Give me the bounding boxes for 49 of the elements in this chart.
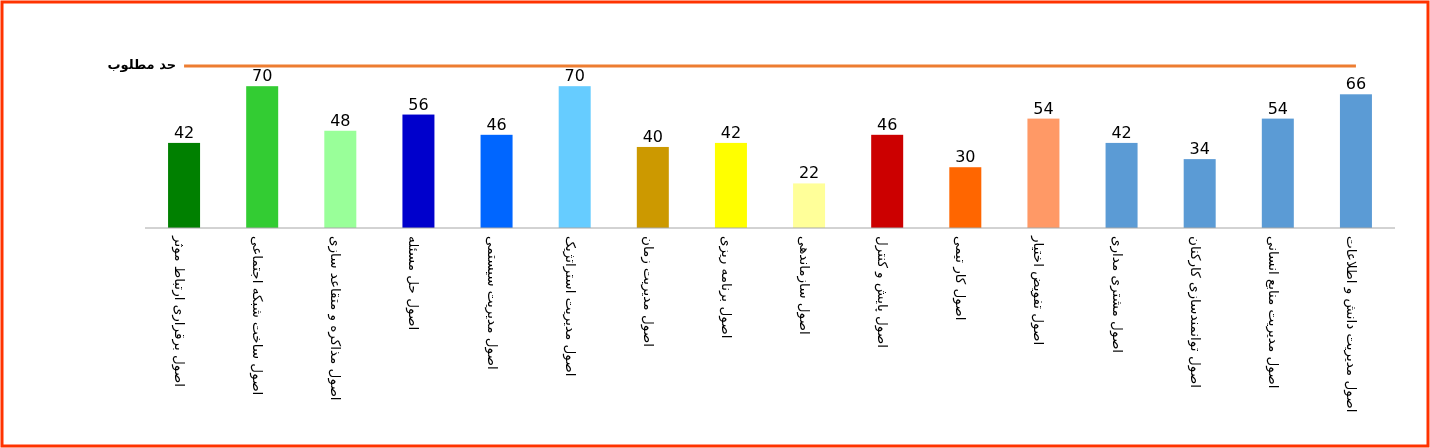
bar — [1339, 94, 1372, 228]
ref-line-label: حد مطلوب — [107, 57, 177, 73]
data-label: 70 — [564, 66, 585, 86]
bar — [636, 146, 669, 228]
bar — [1027, 118, 1060, 228]
x-tick-label: اصول توانمندسازی کارکنان — [1186, 236, 1204, 388]
data-label: 48 — [330, 110, 351, 130]
data-label: 22 — [798, 163, 820, 183]
data-label: 54 — [1033, 98, 1054, 118]
bar — [793, 183, 826, 228]
data-label: 46 — [877, 114, 898, 134]
x-tick-label: اصول مدیریت زمان — [639, 236, 657, 347]
bar — [168, 142, 201, 228]
x-tick-label: اصول برنامه ریزی — [717, 236, 735, 339]
data-label: 30 — [955, 147, 976, 167]
bar — [1183, 159, 1216, 228]
bar — [1261, 118, 1294, 228]
data-label: 42 — [173, 122, 195, 142]
data-label: 42 — [720, 122, 742, 142]
bar — [1105, 142, 1138, 228]
x-tick-label: اصول مذاکره و متقاعد سازی — [327, 236, 345, 401]
bar — [402, 114, 435, 228]
data-label: 70 — [252, 66, 273, 86]
bar — [480, 134, 513, 228]
x-tick-label: اصول مدیریت سیستمی — [483, 236, 501, 370]
x-tick-label: اصول مدیریت استراتژیک — [561, 236, 579, 377]
data-label: 54 — [1267, 98, 1288, 118]
bar — [871, 134, 904, 228]
x-tick-label: اصول پایش و کنترل — [874, 236, 892, 349]
bar — [558, 86, 591, 228]
x-tick-label: اصول ساخت شبکه اجتماعی — [249, 236, 267, 396]
data-label: 56 — [408, 94, 429, 114]
x-tick-label: اصول تفویض اختیار — [1030, 235, 1048, 346]
bar — [949, 167, 982, 228]
data-label: 46 — [486, 114, 507, 134]
x-tick-label: اصول حل مسئله — [405, 236, 423, 331]
x-tick-label: اصول برقراری ارتباط موثر — [171, 235, 189, 387]
data-label: 42 — [1111, 122, 1132, 142]
x-tick-label: اصول مدیریت منابع انسانی — [1264, 236, 1282, 389]
data-label: 34 — [1189, 139, 1210, 159]
data-label: 40 — [642, 126, 663, 146]
x-tick-label: اصول کار تیمی — [952, 236, 970, 321]
x-tick-label: اصول مشتری مداری — [1108, 236, 1126, 354]
data-label: 66 — [1345, 74, 1367, 94]
bar — [246, 86, 279, 228]
bar — [714, 142, 747, 228]
x-tick-label: اصول سازماندهی — [796, 236, 814, 335]
bar — [324, 130, 357, 228]
x-tick-label: اصول مدیریت دانش و اطلاعات — [1342, 236, 1360, 413]
